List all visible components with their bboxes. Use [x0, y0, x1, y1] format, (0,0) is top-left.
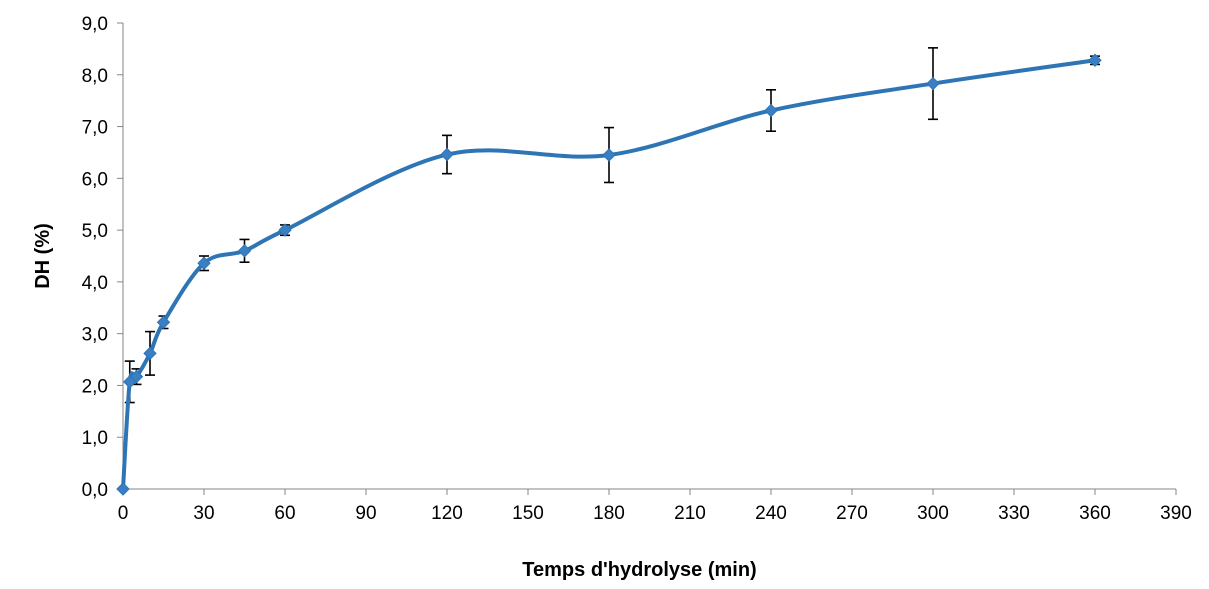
- x-tick-label: 390: [1160, 503, 1192, 524]
- y-tick-label: 0,0: [82, 480, 108, 501]
- x-tick-label: 90: [355, 503, 376, 524]
- y-tick-label: 8,0: [82, 66, 108, 87]
- data-point-marker: [129, 369, 144, 384]
- data-points: [116, 53, 1102, 496]
- y-tick-label: 1,0: [82, 428, 108, 449]
- error-bars: [124, 47, 1100, 404]
- y-tick-label: 9,0: [82, 14, 108, 35]
- axes: [122, 23, 1176, 490]
- x-axis-title: Temps d'hydrolyse (min): [522, 559, 756, 581]
- x-tick-label: 300: [917, 503, 949, 524]
- y-tick-label: 3,0: [82, 325, 108, 346]
- x-axis-ticks: 0 30 60 90 120 150 180 210 240 270 300 330 360 390: [118, 489, 1192, 524]
- data-point-marker: [764, 103, 778, 118]
- data-point-marker: [278, 223, 292, 237]
- data-point-marker: [926, 76, 940, 91]
- x-tick-label: 0: [118, 503, 129, 524]
- y-tick-label: 6,0: [82, 169, 108, 190]
- series-layer: [116, 47, 1102, 496]
- x-tick-label: 270: [836, 503, 868, 524]
- x-tick-label: 330: [998, 503, 1030, 524]
- data-point-marker: [602, 148, 616, 162]
- x-tick-label: 30: [193, 503, 214, 524]
- x-tick-label: 360: [1079, 503, 1111, 524]
- series-line: [121, 58, 1097, 491]
- x-tick-label: 60: [274, 503, 295, 524]
- y-tick-label: 7,0: [82, 118, 108, 139]
- data-point-marker: [116, 482, 130, 496]
- data-point-marker: [197, 256, 211, 270]
- y-tick-label: 4,0: [82, 273, 108, 294]
- x-tick-label: 180: [593, 503, 625, 524]
- data-point-marker: [440, 147, 454, 162]
- y-axis-title: DH (%): [32, 223, 54, 289]
- y-tick-label: 2,0: [82, 376, 108, 397]
- x-tick-label: 240: [755, 503, 787, 524]
- y-tick-label: 5,0: [82, 221, 108, 242]
- x-tick-label: 150: [512, 503, 544, 524]
- x-tick-label: 210: [674, 503, 706, 524]
- data-point-marker: [237, 244, 252, 258]
- data-point-marker: [156, 315, 171, 329]
- data-point-marker: [143, 346, 157, 361]
- y-axis-ticks: 0,0 1,0 2,0 3,0 4,0 5,0 6,0 7,0 8,0 9,0: [82, 14, 123, 501]
- x-tick-label: 120: [431, 503, 463, 524]
- data-point-marker: [1088, 53, 1102, 67]
